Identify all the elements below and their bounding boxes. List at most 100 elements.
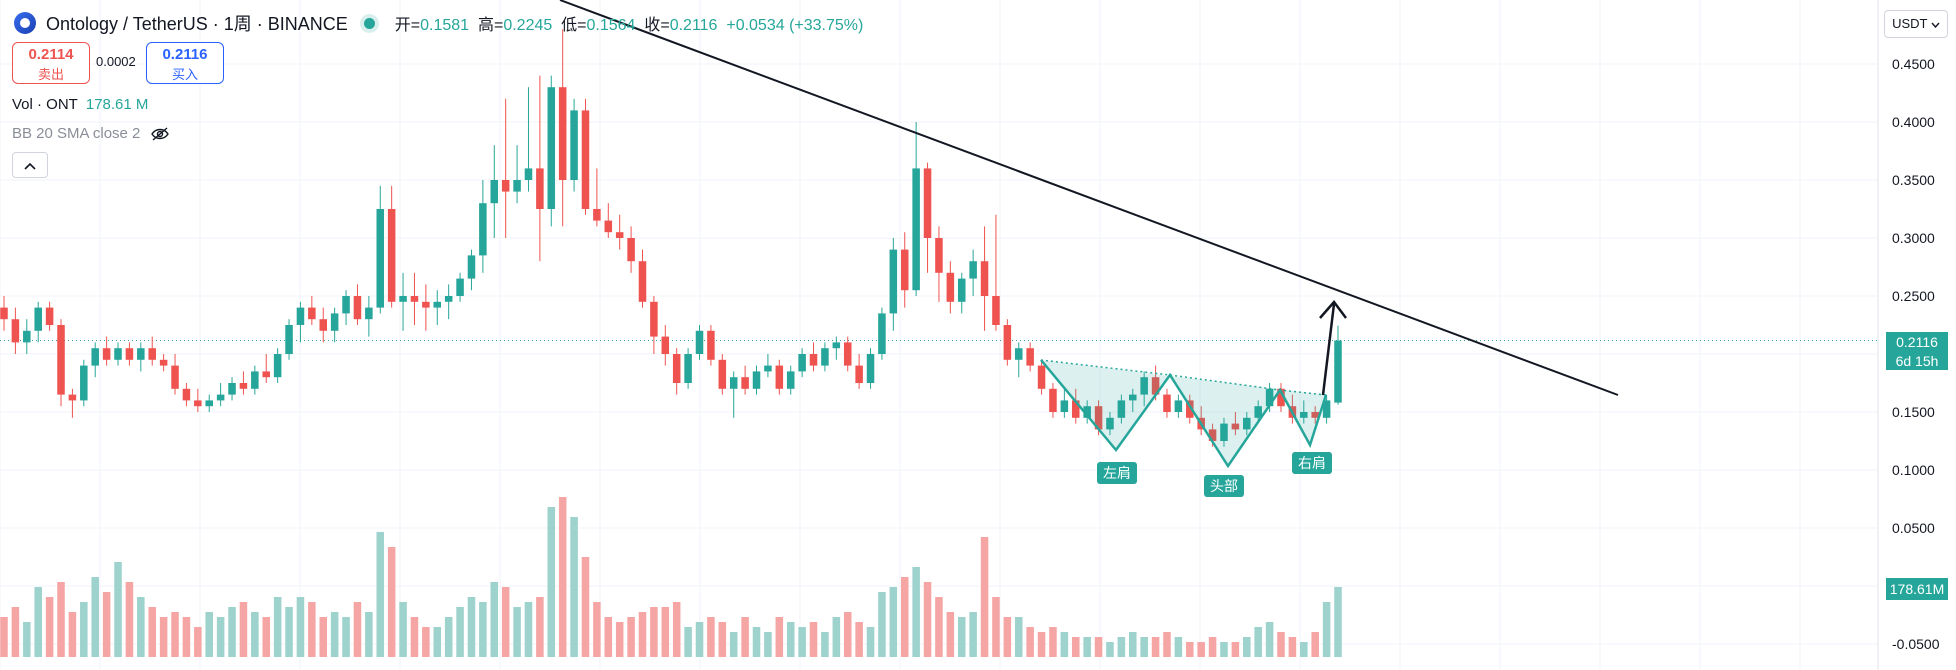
buy-label: 买入 xyxy=(171,67,198,82)
volume-bar xyxy=(718,622,727,657)
candle-body xyxy=(866,354,875,383)
candle-body xyxy=(319,319,328,331)
ohlc-values: 开=0.1581 高=0.2245 低=0.1564 收=0.2116 +0.0… xyxy=(394,17,864,34)
volume-bar xyxy=(1265,622,1274,657)
volume-bar xyxy=(1037,632,1046,657)
candle-body xyxy=(1014,348,1023,360)
volume-bar xyxy=(570,517,578,657)
candle-body xyxy=(23,330,31,343)
price-tick: 0.4000 xyxy=(1892,114,1935,130)
eye-hidden-icon[interactable] xyxy=(150,126,170,142)
candle-body xyxy=(1220,423,1228,441)
volume-bar xyxy=(650,607,658,657)
candle-body xyxy=(547,87,556,209)
volume-bar xyxy=(1254,627,1262,657)
candle-body xyxy=(308,307,316,320)
volume-bar xyxy=(547,507,556,657)
volume-legend[interactable]: Vol · ONT 178.61 M xyxy=(12,96,149,113)
candle-body xyxy=(171,365,179,389)
volume-bar xyxy=(1163,632,1171,657)
volume-bar xyxy=(1083,637,1091,657)
candle-body xyxy=(638,261,647,302)
sell-button[interactable]: 0.2114 卖出 xyxy=(12,42,90,84)
candle-body xyxy=(1265,388,1274,407)
buy-button[interactable]: 0.2116 买入 xyxy=(146,42,224,84)
candle-body xyxy=(1300,412,1308,418)
head-and-shoulders-pattern xyxy=(1040,359,1328,469)
volume-bar xyxy=(479,602,487,657)
candle-body xyxy=(1037,365,1046,389)
volume-bar xyxy=(228,607,236,657)
volume-bar xyxy=(433,627,442,657)
volume-bar xyxy=(1220,642,1228,657)
candle-body xyxy=(764,365,772,372)
candle-body xyxy=(935,238,943,273)
bb-legend[interactable]: BB 20 SMA close 2 xyxy=(12,125,170,142)
candle-body xyxy=(741,377,749,389)
candle-body xyxy=(672,354,681,383)
volume-bar xyxy=(251,612,259,657)
volume-bar xyxy=(1106,642,1114,657)
candle-body xyxy=(501,180,510,192)
volume-bar xyxy=(1231,642,1240,657)
candle-body xyxy=(399,296,407,302)
price-tick: 0.4500 xyxy=(1892,56,1935,72)
pattern-outline xyxy=(1040,359,1328,469)
volume-bar xyxy=(935,597,943,657)
candle-body xyxy=(422,301,430,308)
candle-body xyxy=(228,383,236,395)
candle-body xyxy=(1117,400,1126,418)
volume-bar xyxy=(638,612,647,657)
candle-body xyxy=(821,348,829,366)
price-tick: 0.0500 xyxy=(1892,520,1935,536)
candle-body xyxy=(330,313,339,331)
candle-body xyxy=(661,336,670,354)
volume-bar xyxy=(68,612,77,657)
volume-bar xyxy=(1060,632,1069,657)
volume-bar xyxy=(946,612,955,657)
volume-bar xyxy=(319,617,328,657)
volume-bar xyxy=(239,602,248,657)
price-tick: 0.3500 xyxy=(1892,172,1935,188)
volume-bar xyxy=(1322,602,1331,657)
volume-bar xyxy=(969,612,977,657)
candle-body xyxy=(68,394,77,401)
candle-body xyxy=(798,354,806,372)
volume-bar xyxy=(912,567,920,657)
volume-bar xyxy=(501,587,510,657)
volume-bar xyxy=(456,607,464,657)
price-tick: -0.0500 xyxy=(1892,636,1940,652)
candle-body xyxy=(1140,377,1148,395)
volume-bar xyxy=(262,617,271,657)
candle-body xyxy=(251,371,259,389)
currency-selector[interactable]: USDT xyxy=(1884,10,1948,38)
candle-body xyxy=(205,400,213,407)
candle-body xyxy=(490,180,499,204)
volume-bar xyxy=(444,617,453,657)
volume-bar xyxy=(353,602,362,657)
countdown-tag: 6d 15h xyxy=(1886,352,1948,370)
volume-bar xyxy=(1026,627,1034,657)
candle-body xyxy=(1129,394,1137,401)
candle-body xyxy=(387,209,396,302)
candle-body xyxy=(615,232,624,238)
volume-bar xyxy=(775,617,784,657)
candle-body xyxy=(296,307,305,325)
volume-bar xyxy=(923,582,932,657)
volume-bar xyxy=(558,497,567,657)
candle-body xyxy=(353,296,362,320)
last-price-tag: 0.2116 xyxy=(1886,332,1948,352)
collapse-legend-button[interactable] xyxy=(12,152,48,178)
candle-body xyxy=(467,255,476,279)
volume-bar xyxy=(399,602,407,657)
breakout-arrowhead xyxy=(1319,300,1347,319)
left-shoulder-label: 左肩 xyxy=(1097,462,1137,484)
volume-bar xyxy=(900,577,909,657)
volume-bar xyxy=(843,612,852,657)
symbol-title[interactable]: Ontology / TetherUS · 1周 · BINANCE xyxy=(46,14,348,34)
volume-bar xyxy=(798,627,806,657)
neckline xyxy=(1040,359,1327,396)
candle-body xyxy=(148,348,156,360)
volume-bar xyxy=(137,597,145,657)
